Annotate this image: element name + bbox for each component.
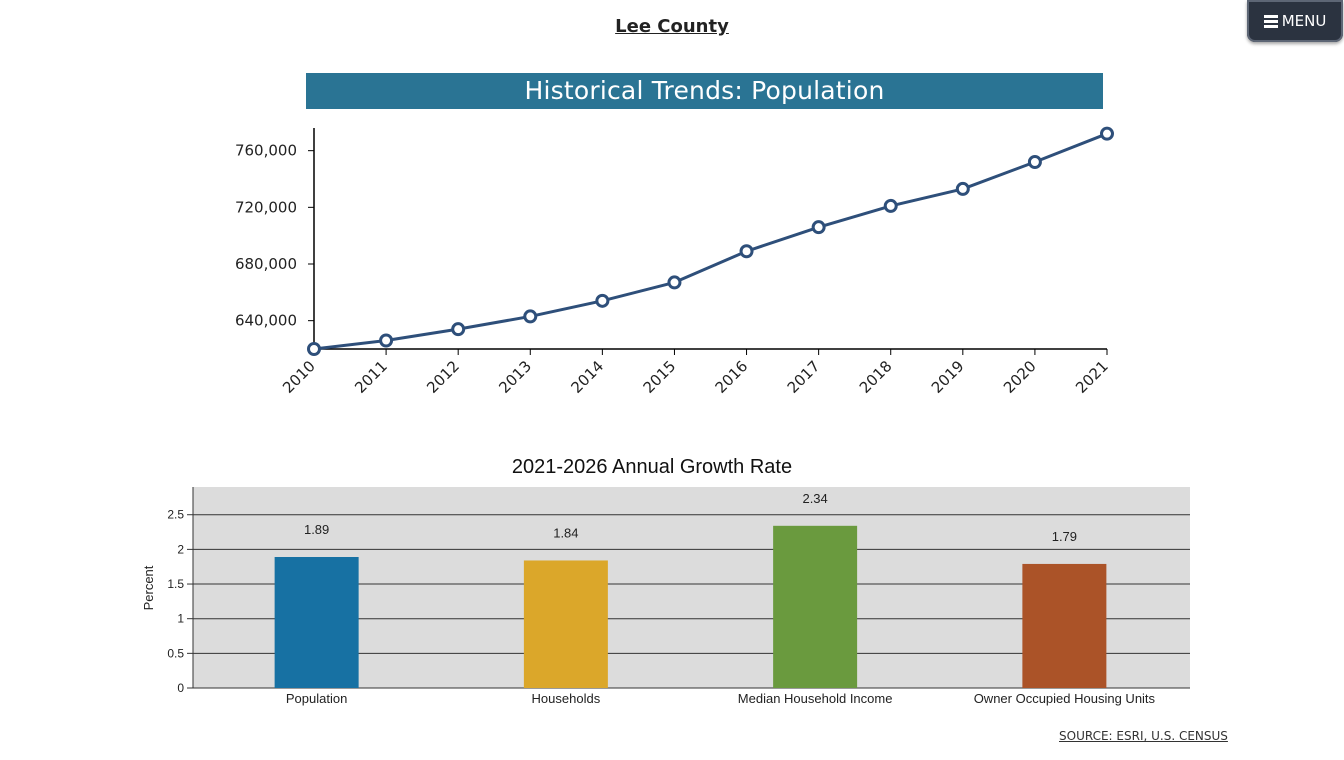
bar-2 — [773, 525, 858, 688]
bar-value-label: 1.89 — [304, 522, 329, 537]
bar-0 — [274, 557, 359, 688]
population-data-point — [451, 322, 466, 337]
bar-y-tick-label: 0 — [177, 681, 184, 695]
bar-1 — [523, 560, 608, 688]
page-title: Lee County — [615, 16, 729, 37]
bar-value-label: 1.84 — [553, 525, 578, 540]
bar-3 — [1022, 563, 1107, 688]
line-chart-title: Historical Trends: Population — [306, 73, 1103, 109]
population-data-point — [595, 293, 610, 308]
source-link[interactable]: SOURCE: ESRI, U.S. CENSUS — [1059, 729, 1228, 743]
bar-y-tick-label: 2.5 — [167, 508, 184, 522]
hamburger-icon — [1263, 14, 1278, 28]
population-data-point — [307, 342, 321, 356]
menu-label: MENU — [1281, 12, 1327, 30]
bar-y-tick-label: 2 — [177, 542, 184, 556]
population-series-line — [313, 132, 1108, 351]
bar-y-tick-label: 1.5 — [167, 577, 184, 591]
bar-category-label: Owner Occupied Housing Units — [974, 691, 1156, 706]
bar-category-label: Median Household Income — [738, 691, 893, 706]
bar-chart-y-axis-label: Percent — [141, 565, 156, 610]
menu-button[interactable]: MENU — [1247, 0, 1343, 42]
population-data-point — [1100, 126, 1114, 141]
population-data-point — [1027, 155, 1042, 169]
bar-y-tick-label: 0.5 — [167, 646, 184, 660]
population-data-point — [955, 181, 970, 196]
bar-category-label: Households — [532, 691, 601, 706]
population-data-point — [883, 198, 898, 213]
bar-value-label: 1.79 — [1052, 529, 1077, 544]
population-data-point — [811, 220, 826, 235]
population-data-point — [523, 309, 538, 324]
y-tick-label: 640,000 — [235, 312, 297, 330]
bar-value-label: 2.34 — [802, 491, 827, 506]
bar-category-label: Population — [286, 691, 347, 706]
bar-y-tick-label: 1 — [177, 612, 184, 626]
bar-chart-title: 2021-2026 Annual Growth Rate — [512, 456, 792, 478]
population-data-point — [379, 333, 394, 348]
population-data-point — [739, 244, 754, 259]
population-data-point — [667, 275, 682, 290]
y-tick-label: 760,000 — [235, 142, 297, 160]
y-tick-label: 680,000 — [235, 255, 297, 273]
y-tick-label: 720,000 — [235, 198, 297, 216]
